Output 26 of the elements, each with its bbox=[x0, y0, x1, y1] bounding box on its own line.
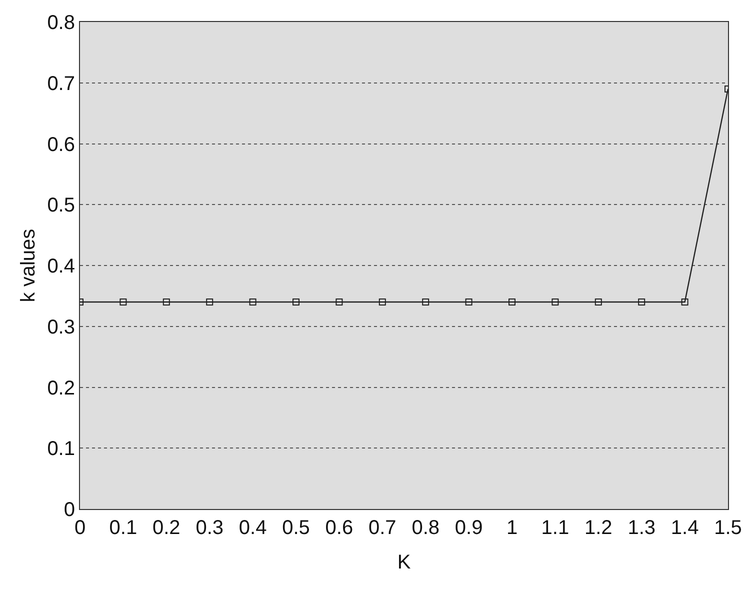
y-tick-label: 0.1 bbox=[47, 438, 75, 460]
x-tick-label: 1.2 bbox=[584, 517, 612, 539]
x-tick-label: 0.2 bbox=[152, 517, 180, 539]
y-tick-label: 0 bbox=[64, 499, 75, 521]
y-tick-label: 0.4 bbox=[47, 256, 75, 278]
x-tick-label: 1 bbox=[506, 517, 518, 539]
x-tick-label: 0.8 bbox=[412, 517, 440, 539]
y-tick-label: 0.6 bbox=[47, 134, 75, 156]
x-tick-label: 0.7 bbox=[368, 517, 396, 539]
y-axis-title: k values bbox=[18, 228, 40, 302]
y-tick-label: 0.7 bbox=[47, 72, 75, 95]
x-tick-label: 0.9 bbox=[454, 517, 483, 539]
y-tick-label: 0.5 bbox=[47, 194, 75, 217]
x-tick-label: 1.4 bbox=[670, 517, 699, 539]
x-tick-label: 0.6 bbox=[325, 517, 354, 539]
y-tick-label: 0.3 bbox=[47, 316, 75, 338]
x-tick-label: 0.5 bbox=[282, 517, 310, 539]
x-tick-label: 0.1 bbox=[109, 517, 138, 539]
x-tick-label: 0.4 bbox=[238, 517, 267, 539]
y-tick-label: 0.8 bbox=[47, 12, 75, 34]
y-tick-label: 0.2 bbox=[47, 377, 75, 400]
x-tick-label: 1.3 bbox=[628, 517, 656, 539]
x-tick-label: 1.1 bbox=[541, 517, 570, 539]
x-tick-label: 0.3 bbox=[196, 517, 224, 539]
x-axis-title: K bbox=[397, 552, 412, 574]
x-tick-label: 1.5 bbox=[714, 517, 742, 539]
